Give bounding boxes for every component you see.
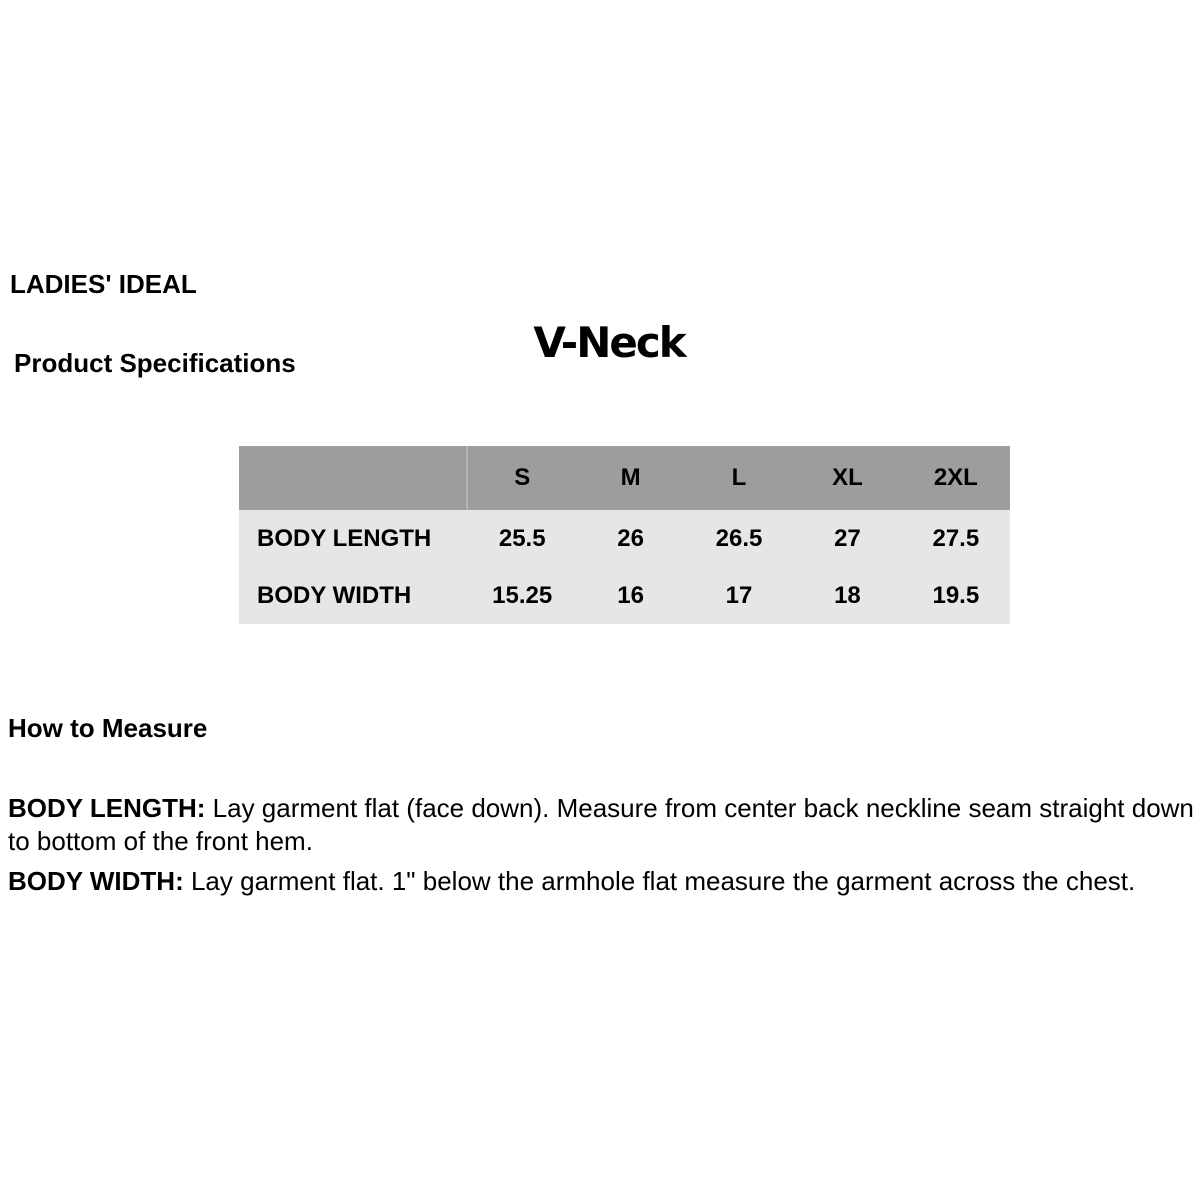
product-name: V-Neck bbox=[533, 318, 686, 367]
size-table-header-row: S M L XL 2XL bbox=[239, 446, 1010, 510]
cell-value: 17 bbox=[725, 581, 753, 609]
column-header-xl: XL bbox=[832, 464, 863, 491]
body-width-term: BODY WIDTH: bbox=[8, 866, 184, 896]
body-length-term: BODY LENGTH: bbox=[8, 793, 206, 823]
body-width-definition: Lay garment flat. 1" below the armhole f… bbox=[190, 866, 1136, 896]
cell-value: 27.5 bbox=[932, 524, 980, 552]
size-table: S M L XL 2XL BODY LENGTH 25.5 26 26.5 27… bbox=[239, 446, 1010, 624]
column-header-2xl: 2XL bbox=[933, 464, 978, 491]
measure-instructions: BODY LENGTH: Lay garment flat (face down… bbox=[8, 792, 1198, 898]
cell-value: 26.5 bbox=[715, 524, 763, 552]
column-header-l: L bbox=[731, 464, 747, 491]
row-label: BODY LENGTH bbox=[257, 524, 432, 552]
body-width-instruction: BODY WIDTH: Lay garment flat. 1" below t… bbox=[8, 865, 1198, 898]
table-row-body-length: BODY LENGTH 25.5 26 26.5 27 27.5 bbox=[239, 510, 1010, 567]
how-to-measure-heading: How to Measure bbox=[8, 713, 208, 743]
cell-value: 15.25 bbox=[492, 581, 553, 609]
column-header-m: M bbox=[620, 464, 641, 491]
cell-value: 16 bbox=[617, 581, 644, 609]
table-row-body-width: BODY WIDTH 15.25 16 17 18 19.5 bbox=[239, 567, 1010, 624]
size-table-corner-cell bbox=[239, 446, 468, 510]
cell-value: 26 bbox=[617, 524, 644, 552]
row-label: BODY WIDTH bbox=[257, 581, 412, 609]
section-title: Product Specifications bbox=[14, 348, 296, 378]
cell-value: 27 bbox=[834, 524, 861, 552]
cell-value: 25.5 bbox=[498, 524, 546, 552]
column-header-s: S bbox=[514, 464, 531, 491]
body-length-definition: Lay garment flat (face down). Measure fr… bbox=[8, 793, 1194, 856]
cell-value: 19.5 bbox=[932, 581, 980, 609]
cell-value: 18 bbox=[834, 581, 861, 609]
brand-title: LADIES' IDEAL bbox=[10, 269, 197, 299]
body-length-instruction: BODY LENGTH: Lay garment flat (face down… bbox=[8, 792, 1198, 858]
